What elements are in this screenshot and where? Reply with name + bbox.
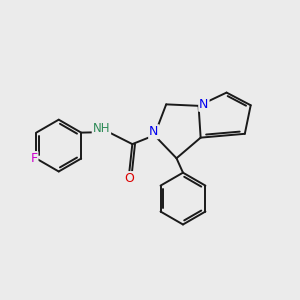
Text: NH: NH (93, 122, 110, 135)
Text: N: N (149, 125, 158, 138)
Text: F: F (30, 152, 38, 165)
Text: N: N (199, 98, 208, 111)
Text: O: O (124, 172, 134, 185)
